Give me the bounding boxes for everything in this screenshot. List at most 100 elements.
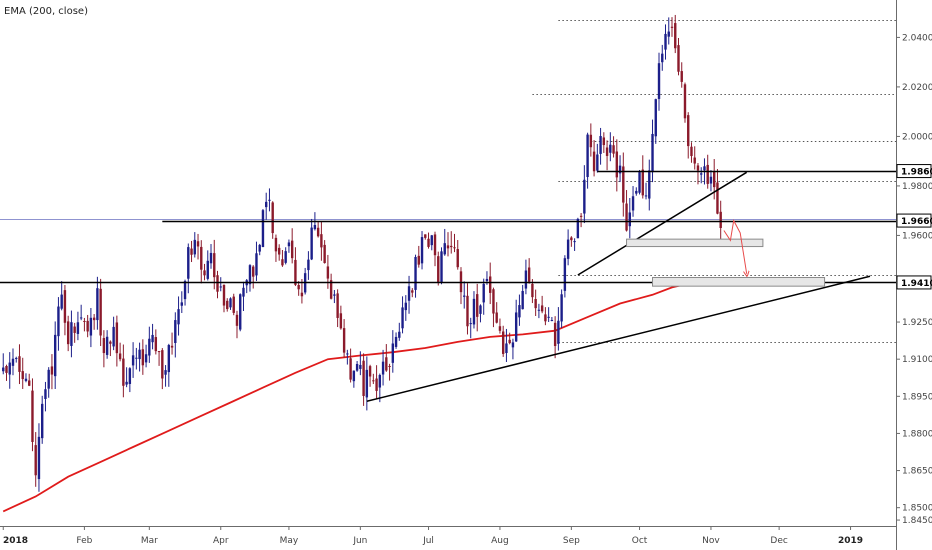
candle-body: [401, 307, 404, 329]
candle-body: [115, 322, 119, 354]
candle-body: [365, 369, 369, 398]
candle-body: [300, 292, 304, 297]
candle-body: [239, 294, 242, 330]
candle-body: [579, 215, 583, 217]
candle-body: [508, 339, 511, 344]
candle-body: [420, 237, 424, 264]
candle-body: [424, 234, 427, 238]
candle-body: [102, 338, 106, 354]
candle-body: [57, 306, 60, 337]
candle-body: [641, 169, 644, 196]
candle-body: [505, 343, 508, 354]
candle-body: [378, 374, 382, 388]
candle-body: [164, 370, 167, 375]
projection-arrow-0: [723, 219, 747, 274]
candle-body: [537, 309, 541, 311]
candle-body: [53, 334, 57, 377]
candle-body: [346, 353, 349, 355]
candle-body: [443, 243, 446, 255]
candle-body: [336, 293, 339, 318]
candle-body: [229, 298, 232, 308]
candle-body: [407, 286, 411, 301]
candle-body: [661, 53, 664, 63]
candle-body: [8, 362, 11, 375]
candle-body: [453, 247, 456, 249]
candle-body: [362, 360, 365, 396]
candle-body: [683, 84, 687, 119]
candle-body: [310, 227, 313, 260]
candle-body: [534, 299, 537, 309]
candle-body: [625, 203, 628, 231]
candle-body: [450, 245, 453, 248]
candle-body: [596, 154, 599, 171]
candle-body: [287, 242, 291, 247]
candle-body: [713, 171, 716, 188]
y-tick-label: 2.02000: [902, 83, 932, 93]
candle-body: [456, 249, 459, 268]
candle-body: [550, 319, 554, 321]
candle-body: [144, 354, 148, 363]
candle-body: [187, 247, 190, 279]
candle-body: [294, 259, 297, 285]
candle-body: [177, 309, 180, 325]
candle-body: [170, 345, 174, 348]
candle-body: [381, 361, 385, 375]
candle-body: [167, 345, 171, 373]
candle-body: [83, 320, 86, 322]
candle-body: [122, 358, 125, 386]
candle-body: [125, 381, 128, 385]
candle-body: [476, 294, 479, 317]
candle-body: [255, 253, 258, 276]
demand-zone-1: [652, 276, 826, 287]
candle-body: [654, 99, 657, 137]
candle-body: [670, 26, 674, 28]
candle-body: [154, 337, 158, 352]
candle-body: [5, 366, 8, 373]
candle-body: [703, 166, 706, 171]
candle-body: [222, 284, 226, 306]
candle-body: [41, 403, 44, 439]
candle-body: [333, 294, 336, 296]
candle-body: [368, 366, 372, 377]
candle-body: [248, 265, 252, 285]
candle-body: [219, 286, 222, 288]
candle-body: [563, 258, 567, 291]
candle-body: [274, 237, 278, 252]
candle-body: [388, 366, 391, 368]
trendline-1: [577, 171, 748, 276]
candle-body: [411, 290, 414, 293]
candle-body: [696, 165, 700, 171]
candle-body: [316, 227, 320, 237]
candle-body: [602, 137, 606, 146]
candle-body: [203, 270, 206, 276]
candle-body: [466, 295, 469, 327]
candle-body: [268, 199, 271, 201]
y-tick-label: 1.96000: [902, 231, 932, 241]
candle-body: [706, 164, 709, 184]
candle-body: [531, 283, 534, 298]
candle-body: [547, 316, 550, 318]
x-tick-label: Jun: [352, 536, 367, 546]
x-tick-label: Feb: [76, 536, 92, 546]
candle-body: [583, 179, 586, 214]
x-tick-label: Dec: [770, 536, 787, 546]
candle-body: [485, 278, 489, 282]
candle-body: [349, 358, 352, 380]
candle-body: [73, 326, 76, 333]
candle-body: [524, 270, 528, 289]
candle-body: [573, 241, 576, 243]
candle-body: [557, 320, 560, 344]
candle-body: [687, 115, 690, 147]
candle-body: [151, 334, 154, 343]
candle-body: [553, 322, 557, 347]
candle-body: [609, 144, 612, 153]
candle-body: [615, 151, 619, 178]
candle-body: [326, 266, 330, 279]
candle-body: [313, 225, 317, 230]
candle-body: [281, 259, 284, 266]
candle-body: [96, 288, 99, 321]
candle-body: [469, 323, 472, 325]
indicator-label: EMA (200, close): [4, 6, 88, 17]
candle-body: [527, 267, 531, 282]
